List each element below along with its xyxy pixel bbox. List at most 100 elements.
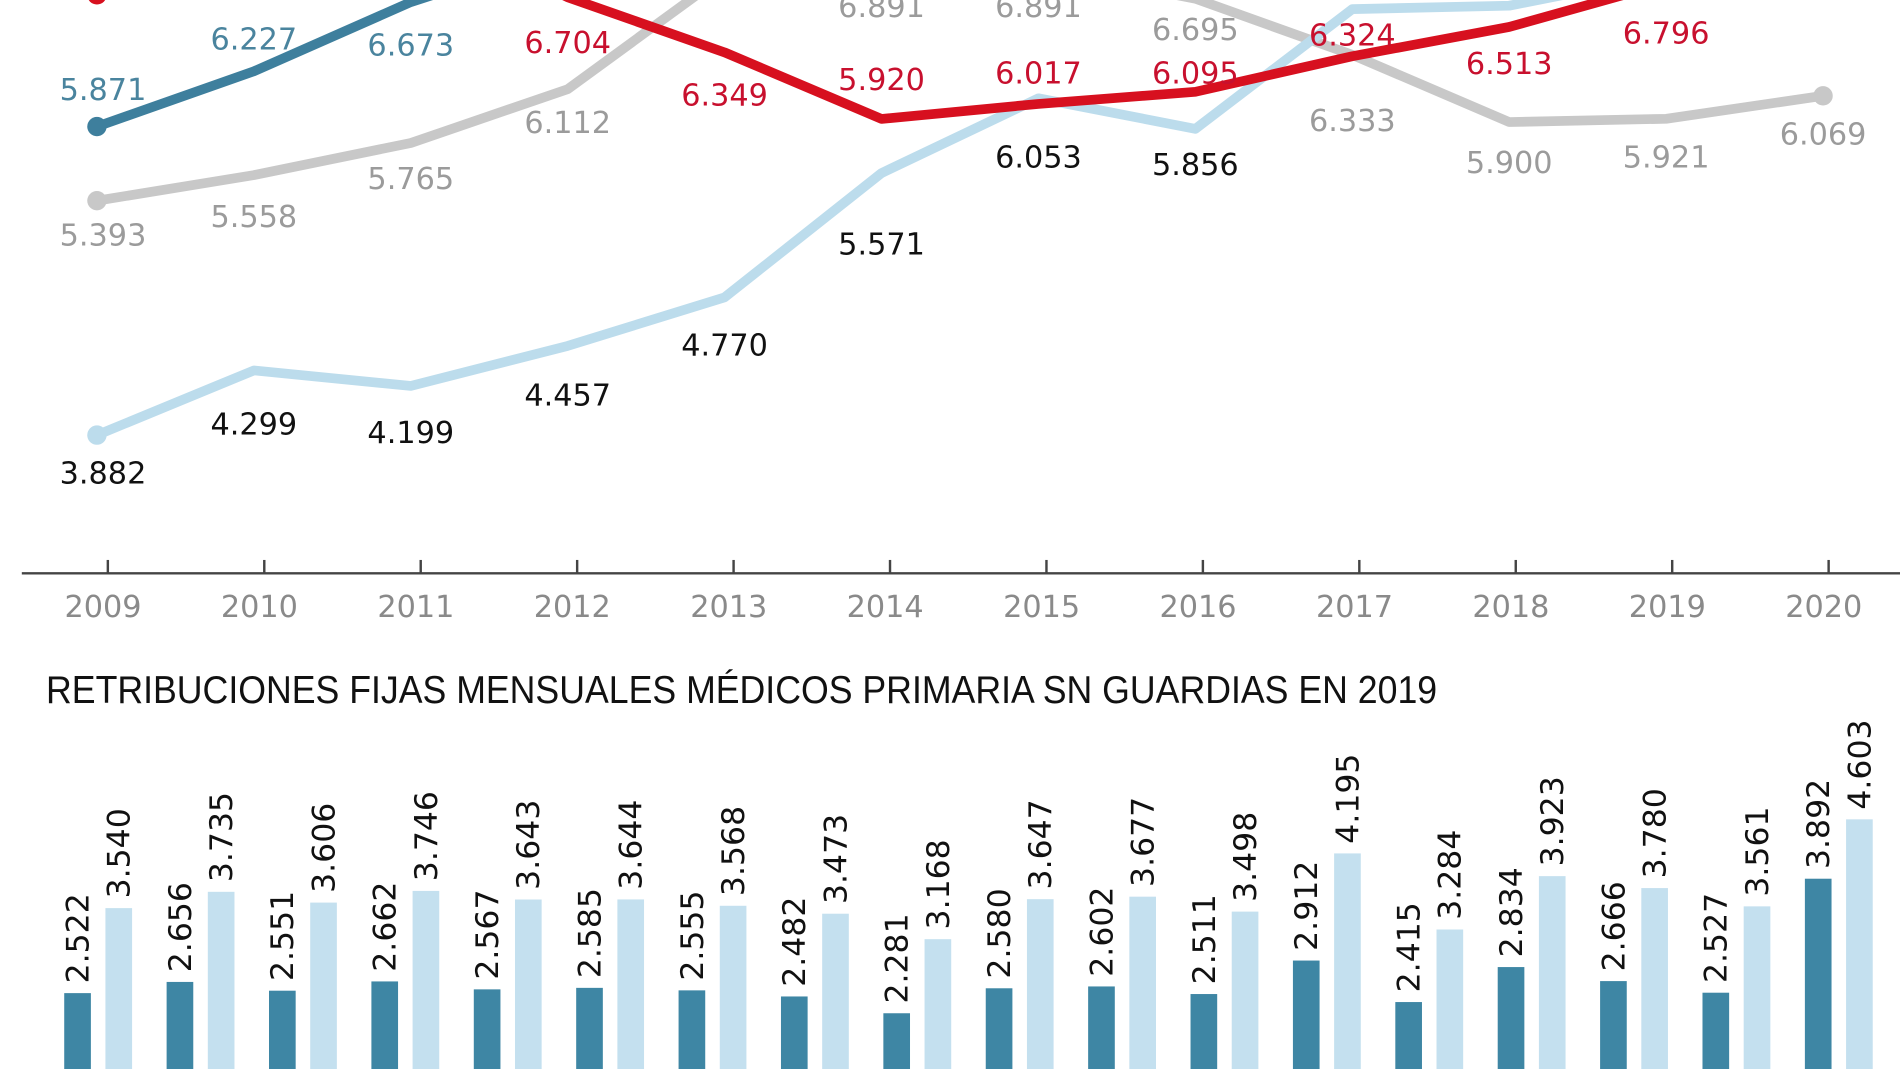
- x-tick-label: 2016: [1160, 590, 1237, 625]
- bar: [1538, 876, 1566, 1069]
- bar-value-label: 2.415: [1392, 902, 1428, 992]
- bar: [412, 890, 440, 1069]
- bar: [985, 988, 1013, 1069]
- bar-chart-title: RETRIBUCIONES FIJAS MENSUALES MÉDICOS PR…: [46, 669, 1437, 712]
- bar-value-label: 3.644: [614, 800, 650, 890]
- bar-value-label: 3.540: [102, 808, 138, 898]
- data-label: 6.095: [1152, 56, 1239, 91]
- bar: [1231, 911, 1259, 1069]
- bar: [1804, 878, 1832, 1069]
- bar: [1026, 899, 1054, 1069]
- bar-value-label: 2.656: [163, 882, 199, 972]
- bar-value-label: 3.746: [409, 791, 445, 881]
- data-label: 6.513: [1466, 47, 1553, 82]
- data-label: 5.558: [211, 200, 298, 235]
- data-label: 4.299: [211, 408, 298, 443]
- bar: [1702, 992, 1730, 1069]
- x-tick-label: 2009: [64, 590, 141, 625]
- bar: [924, 939, 952, 1069]
- data-label: 6.891: [838, 0, 925, 25]
- bar: [371, 981, 399, 1069]
- bar: [1334, 853, 1361, 1069]
- x-tick-label: 2012: [534, 590, 611, 625]
- bar: [576, 987, 603, 1069]
- series-line-3: [92, 0, 1563, 440]
- bar-value-label: 2.482: [777, 897, 813, 987]
- data-label: 5.856: [1152, 148, 1239, 183]
- data-label: 6.349: [681, 79, 768, 114]
- data-label: 5.900: [1466, 146, 1553, 181]
- bar-value-label: 3.498: [1228, 812, 1264, 902]
- data-label: 6.695: [1152, 13, 1239, 48]
- data-label: 6.673: [367, 28, 454, 63]
- data-label: 4.770: [681, 329, 768, 364]
- bar-value-label: 2.662: [368, 882, 404, 972]
- data-label: 6.324: [1309, 18, 1396, 53]
- data-label: 6.017: [995, 56, 1082, 91]
- bar: [1292, 960, 1320, 1069]
- bar-value-label: 3.568: [716, 806, 752, 896]
- bar-value-label: 3.284: [1433, 830, 1469, 920]
- bar-value-label: 3.168: [921, 839, 957, 929]
- bar: [1088, 986, 1115, 1069]
- series-start-dot: [87, 191, 107, 211]
- x-tick-label: 2011: [377, 590, 454, 625]
- bar: [1190, 994, 1218, 1069]
- bar-value-label: 2.912: [1289, 861, 1325, 951]
- bar: [1129, 896, 1156, 1069]
- x-tick-label: 2015: [1003, 590, 1080, 625]
- data-label: 5.393: [60, 219, 147, 254]
- bar: [269, 990, 296, 1069]
- bar-value-label: 3.780: [1638, 788, 1674, 878]
- bar-value-label: 4.195: [1330, 754, 1366, 844]
- x-tick-label: 2013: [690, 590, 767, 625]
- bar-value-label: 3.561: [1740, 806, 1776, 896]
- bar-value-label: 2.551: [265, 891, 301, 981]
- bar: [207, 891, 235, 1069]
- bar-value-label: 2.585: [572, 888, 608, 978]
- series-line-1: [92, 0, 434, 132]
- bar: [1846, 819, 1873, 1069]
- x-tick-label: 2010: [221, 590, 298, 625]
- data-label: 5.920: [838, 63, 925, 98]
- series-start-dot: [87, 116, 107, 137]
- bar-value-label: 2.602: [1084, 887, 1120, 977]
- x-tick-label: 2018: [1472, 590, 1549, 625]
- bar: [1436, 929, 1464, 1069]
- bar-value-label: 2.522: [60, 893, 96, 983]
- bar-value-label: 3.473: [818, 814, 854, 904]
- bar: [64, 993, 91, 1069]
- bar-value-label: 2.527: [1699, 893, 1735, 983]
- bar-value-label: 3.643: [511, 800, 547, 890]
- data-label: 4.199: [367, 416, 454, 451]
- x-axis-ticks: 2009 2010 2011 2012 2013 2014 2015 2016 2017 2018…: [64, 559, 1862, 625]
- bar-value-label: 2.580: [982, 888, 1018, 978]
- data-label: 5.765: [367, 162, 454, 197]
- series-start-dot: [87, 425, 107, 445]
- bar-chart: 2.522 2.656 2.551 2.662 2.567 2.585 2.555 2.482…: [60, 719, 1878, 1069]
- bar: [1497, 967, 1525, 1069]
- data-label: 6.053: [995, 140, 1082, 175]
- bar-value-label: 2.511: [1187, 894, 1223, 984]
- series-end-dot: [1813, 86, 1833, 106]
- bar: [310, 902, 337, 1069]
- data-label: 6.891: [995, 0, 1082, 25]
- data-label: 6.704: [524, 26, 611, 61]
- bar-value-label: 3.923: [1535, 776, 1571, 866]
- bar-value-label: 3.735: [204, 792, 240, 882]
- data-label: 6.333: [1309, 104, 1396, 139]
- bar: [166, 981, 194, 1069]
- bar-value-label: 2.666: [1596, 881, 1632, 971]
- data-label: 6.112: [524, 106, 611, 141]
- bar-value-label: 2.281: [880, 913, 916, 1003]
- bar: [617, 899, 645, 1069]
- series-start-dot: [88, 0, 106, 5]
- series-line-2: [92, 0, 1828, 206]
- x-tick-label: 2017: [1316, 590, 1393, 625]
- bar-value-label: 4.603: [1842, 719, 1878, 809]
- data-label: 5.571: [838, 227, 925, 262]
- bar: [1743, 906, 1771, 1069]
- x-tick-label: 2020: [1785, 590, 1862, 625]
- data-label: 6.227: [211, 22, 298, 57]
